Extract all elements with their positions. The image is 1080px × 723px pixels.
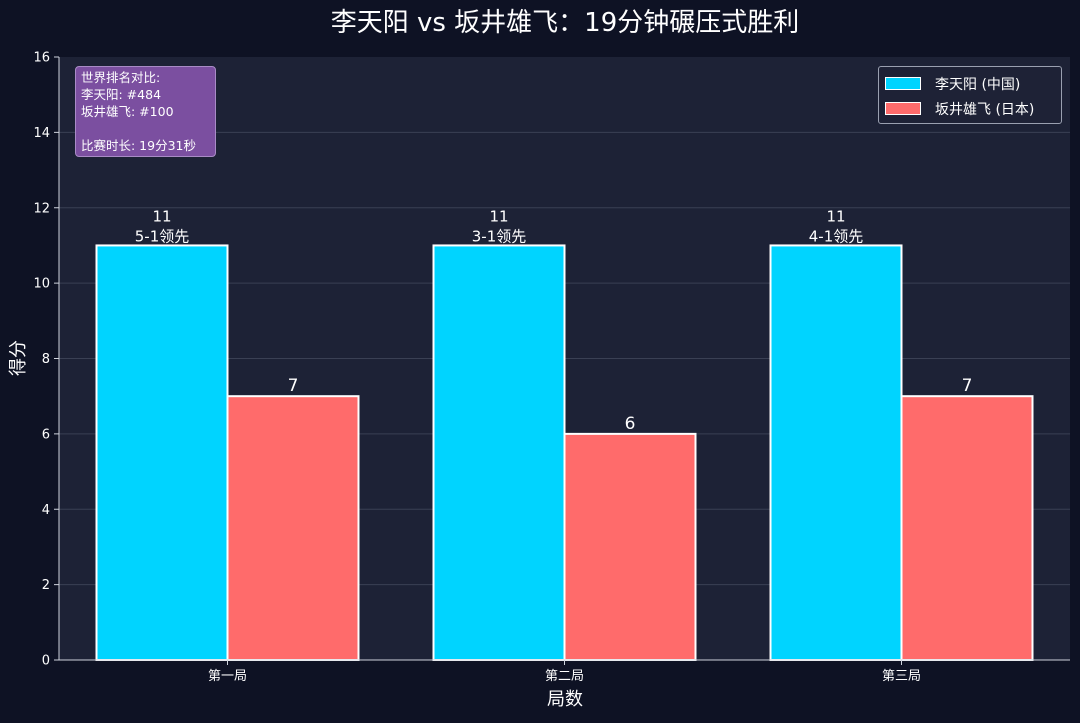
bar-value-label: 7 — [962, 376, 973, 396]
data-labels: 11 5-1领先 7 11 3-1领先 6 11 4-1领先 7 — [135, 207, 973, 433]
axes: 0 2 4 6 8 10 12 14 16 第一局 第二局 第三局 — [33, 51, 1070, 684]
x-tick-label: 第一局 — [208, 669, 247, 684]
legend-swatch-sakai — [885, 102, 921, 115]
y-axis-label: 得分 — [8, 340, 29, 376]
x-tick-label: 第三局 — [882, 669, 921, 684]
bar-value-label: 6 — [625, 414, 636, 434]
chart-title: 李天阳 vs 坂井雄飞：19分钟碾压式胜利 — [331, 8, 800, 38]
info-spacer — [81, 120, 210, 137]
bar-sakai — [900, 395, 1034, 661]
bar-li — [769, 244, 903, 661]
bar-value-label: 11 — [152, 207, 171, 225]
bar-value-label: 11 — [489, 207, 508, 225]
info-line-li-rank: 李天阳: #484 — [81, 87, 162, 102]
y-tick-label: 6 — [42, 427, 50, 442]
ranking-info-box: 世界排名对比: 李天阳: #484 坂井雄飞: #100 比赛时长: 19分31… — [75, 66, 216, 157]
legend-label-li: 李天阳 (中国) — [935, 76, 1021, 93]
y-tick-label: 4 — [42, 503, 50, 518]
y-tick-label: 16 — [33, 51, 50, 66]
bar-annotation-label: 4-1领先 — [809, 227, 864, 245]
legend: 李天阳 (中国) 坂井雄飞 (日本) — [878, 66, 1062, 124]
bar-li — [432, 244, 566, 661]
bar-value-label: 11 — [826, 207, 845, 225]
legend-swatch-li — [885, 77, 921, 90]
bar-sakai — [226, 395, 360, 661]
y-tick-label: 10 — [33, 277, 50, 292]
y-tick-label: 2 — [42, 578, 50, 593]
y-tick-label: 0 — [42, 654, 50, 669]
x-tick-label: 第二局 — [545, 669, 584, 684]
bar-annotation-label: 5-1领先 — [135, 227, 190, 245]
info-line-ranking-header: 世界排名对比: — [81, 70, 161, 85]
y-tick-label: 12 — [33, 201, 50, 216]
y-tick-label: 8 — [42, 352, 50, 367]
legend-item-sakai: 坂井雄飞 (日本) — [885, 96, 1055, 121]
x-axis-label: 局数 — [547, 689, 583, 710]
bar-value-label: 7 — [288, 376, 299, 396]
bar-sakai — [563, 432, 697, 661]
y-tick-label: 14 — [33, 126, 50, 141]
legend-item-li: 李天阳 (中国) — [885, 71, 1055, 96]
info-line-sakai-rank: 坂井雄飞: #100 — [81, 104, 174, 119]
bar-annotation-label: 3-1领先 — [472, 227, 527, 245]
info-line-duration: 比赛时长: 19分31秒 — [81, 138, 196, 153]
legend-label-sakai: 坂井雄飞 (日本) — [935, 101, 1035, 118]
bar-li — [95, 244, 229, 661]
